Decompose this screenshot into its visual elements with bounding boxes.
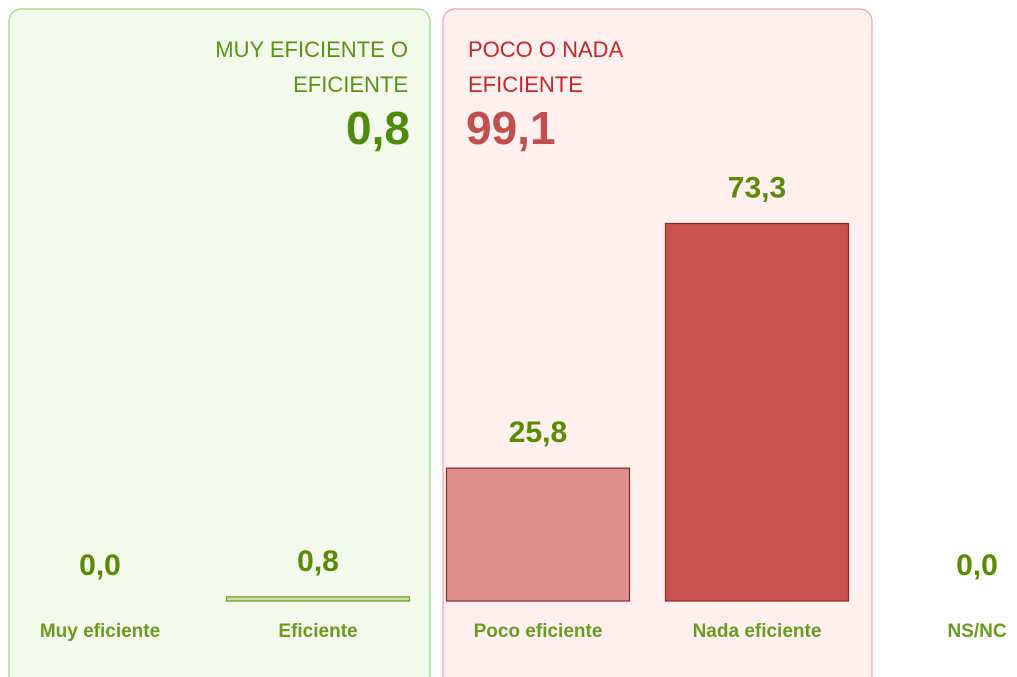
value-label: 0,0 [79,549,121,582]
value-label: 0,0 [956,549,998,582]
group-title: MUY EFICIENTE O EFICIENTE [215,37,408,97]
bar [225,596,411,602]
bar [664,222,850,602]
group-title: POCO O NADA EFICIENTE [468,37,623,97]
group-total: 99,1 [466,102,556,154]
group-panel [8,8,431,677]
x-tick-label: Eficiente [278,621,357,642]
group-total: 0,8 [346,102,410,154]
value-label: 73,3 [728,171,786,204]
x-tick-label: Poco eficiente [474,621,603,642]
x-tick-label: Nada eficiente [693,621,822,642]
value-label: 0,8 [297,545,339,578]
x-tick-label: Muy eficiente [40,621,160,642]
bar [445,467,631,602]
value-label: 25,8 [509,416,567,449]
x-tick-label: NS/NC [947,621,1006,642]
